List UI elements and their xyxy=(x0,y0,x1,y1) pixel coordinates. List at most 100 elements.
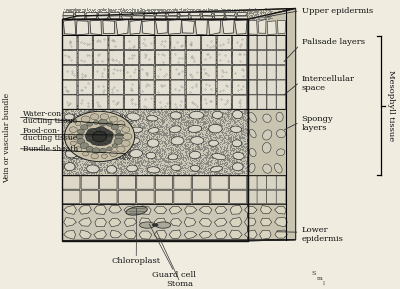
Point xyxy=(118,139,124,143)
Point xyxy=(164,139,171,144)
Point xyxy=(78,89,84,93)
Point xyxy=(74,141,80,146)
Point xyxy=(116,6,123,11)
Point xyxy=(250,79,257,83)
Point xyxy=(64,12,70,16)
Point xyxy=(121,122,128,127)
Point xyxy=(135,15,141,19)
Point xyxy=(275,75,281,79)
Point xyxy=(223,40,229,45)
Point xyxy=(242,108,249,113)
Point xyxy=(122,68,128,73)
Point xyxy=(198,59,204,64)
Point xyxy=(207,57,213,62)
Point xyxy=(222,112,229,116)
Point xyxy=(67,151,74,156)
Point xyxy=(145,113,151,117)
Point xyxy=(223,146,230,150)
Point xyxy=(240,128,246,133)
Point xyxy=(131,86,138,91)
Point xyxy=(154,165,160,169)
Point xyxy=(212,9,218,13)
Point xyxy=(130,128,137,133)
Point xyxy=(122,147,129,152)
Point xyxy=(107,95,113,99)
Point xyxy=(144,110,150,114)
Point xyxy=(74,149,80,153)
Point xyxy=(274,70,280,75)
Point xyxy=(84,91,90,96)
Point xyxy=(74,152,81,157)
Point xyxy=(221,13,228,18)
Point xyxy=(120,6,126,11)
Point xyxy=(160,143,167,147)
Point xyxy=(126,136,133,140)
Point xyxy=(174,157,180,162)
Point xyxy=(172,52,178,56)
Point xyxy=(124,6,130,11)
Point xyxy=(192,51,198,56)
Point xyxy=(252,70,258,74)
Point xyxy=(124,123,130,127)
Point xyxy=(171,100,178,104)
Point xyxy=(120,55,127,60)
Point xyxy=(269,64,275,68)
Point xyxy=(218,126,224,131)
Point xyxy=(112,170,118,175)
Point xyxy=(106,13,112,18)
Point xyxy=(92,168,99,173)
Point xyxy=(251,12,258,17)
Point xyxy=(212,91,218,95)
Point xyxy=(119,74,125,79)
Point xyxy=(135,88,142,93)
Point xyxy=(94,139,101,144)
Point xyxy=(122,147,129,152)
Point xyxy=(171,140,177,144)
Point xyxy=(128,36,134,41)
Point xyxy=(182,146,188,151)
Point xyxy=(107,123,114,128)
Point xyxy=(116,103,122,108)
Point xyxy=(108,9,115,14)
Point xyxy=(109,94,115,98)
Point xyxy=(96,152,102,157)
Point xyxy=(250,42,256,47)
Point xyxy=(155,37,162,42)
Point xyxy=(152,48,159,53)
Point xyxy=(233,161,240,166)
Point xyxy=(75,121,82,126)
Point xyxy=(204,16,211,20)
Point xyxy=(120,117,126,121)
Point xyxy=(183,149,190,153)
Circle shape xyxy=(75,147,82,152)
Point xyxy=(242,126,248,131)
Point xyxy=(83,168,89,173)
Point xyxy=(113,149,119,153)
Point xyxy=(201,112,207,117)
Point xyxy=(169,65,175,70)
Point xyxy=(130,90,137,95)
Point xyxy=(268,64,275,68)
Point xyxy=(237,154,244,159)
Point xyxy=(80,139,87,143)
Point xyxy=(89,140,95,145)
Point xyxy=(274,71,281,76)
Point xyxy=(165,119,172,124)
Point xyxy=(224,162,230,166)
Point xyxy=(239,114,246,119)
Point xyxy=(149,97,156,101)
Point xyxy=(227,13,233,17)
Point xyxy=(215,12,221,16)
Point xyxy=(229,73,236,77)
Point xyxy=(130,11,136,16)
Point xyxy=(214,139,220,144)
Point xyxy=(107,125,114,130)
Point xyxy=(162,58,168,62)
Point xyxy=(282,53,289,58)
Point xyxy=(198,147,204,151)
Point xyxy=(117,162,124,167)
Point xyxy=(108,98,114,102)
Point xyxy=(98,138,104,143)
Point xyxy=(196,68,202,73)
Point xyxy=(179,9,186,13)
